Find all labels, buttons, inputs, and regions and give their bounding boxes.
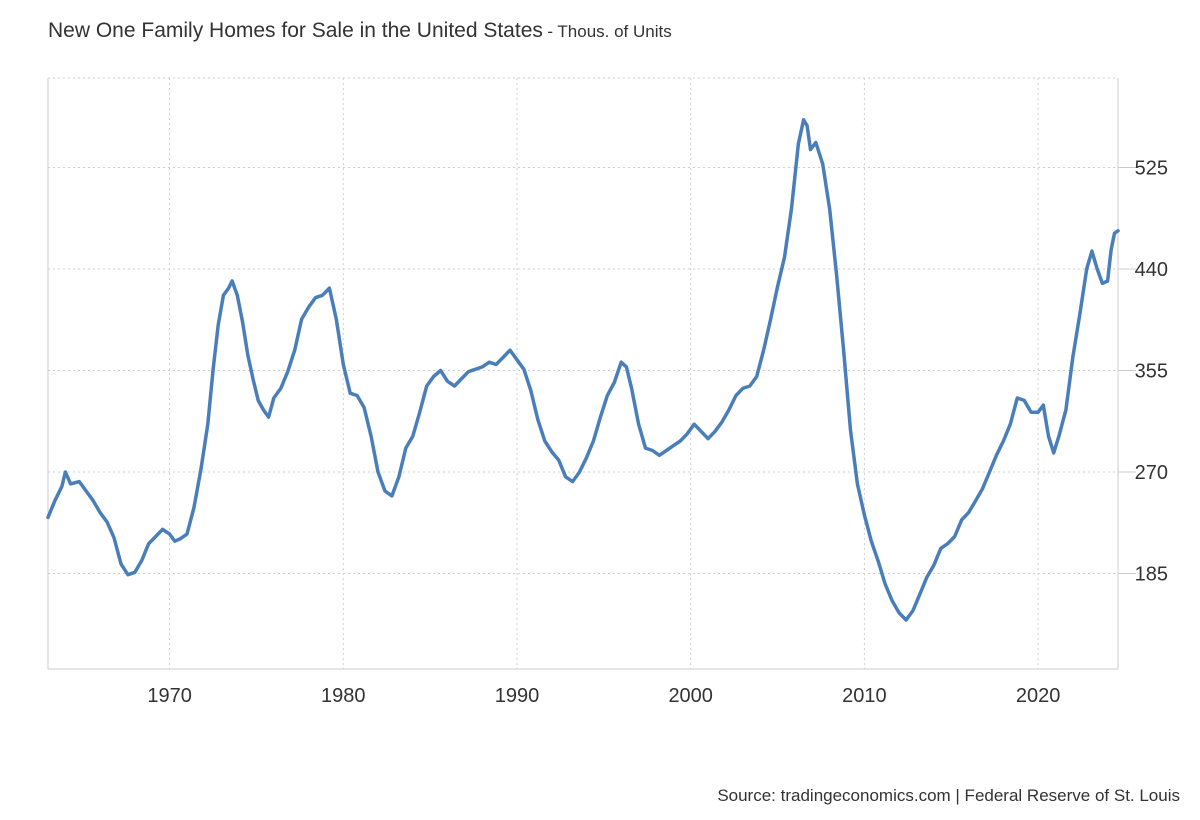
series-layer <box>46 118 1120 622</box>
source-note: Source: tradingeconomics.com | Federal R… <box>717 786 1180 805</box>
series-line-0 <box>46 118 1120 622</box>
x-tick-label: 1980 <box>321 685 366 707</box>
tick-labels: 185 270 355 440 525 1970 1980 1990 2000 2010 2020 <box>147 158 1168 707</box>
x-tick-label: 1990 <box>495 685 540 707</box>
x-tick-label: 1970 <box>147 685 192 707</box>
y-tick-label: 440 <box>1135 259 1168 281</box>
chart-title: New One Family Homes for Sale in the Uni… <box>48 19 543 42</box>
axes <box>47 78 1136 670</box>
x-tick-label: 2000 <box>668 685 713 707</box>
y-tick-label: 270 <box>1135 462 1168 484</box>
x-tick-label: 2010 <box>842 685 887 707</box>
chart-subtitle: - Thous. of Units <box>547 22 672 41</box>
chart-title-block: New One Family Homes for Sale in the Uni… <box>48 19 672 43</box>
y-tick-label: 525 <box>1135 158 1168 180</box>
y-tick-label: 185 <box>1135 563 1168 585</box>
x-tick-label: 2020 <box>1016 685 1061 707</box>
y-tick-label: 355 <box>1135 361 1168 383</box>
grid-lines <box>48 77 1118 669</box>
